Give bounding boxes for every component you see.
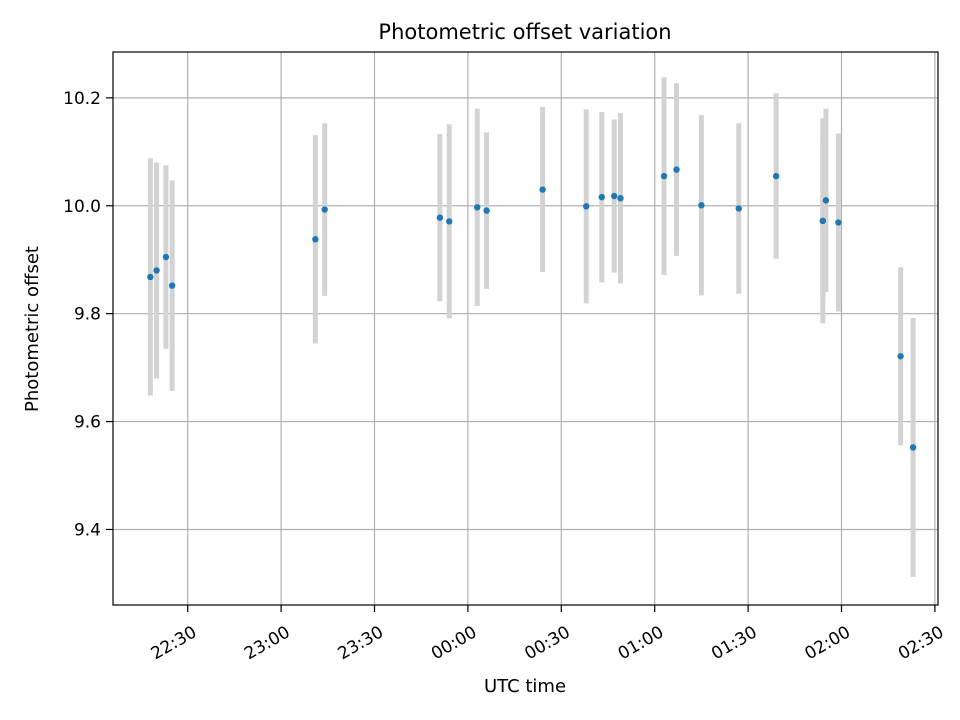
y-tick-label: 10.0 <box>63 197 101 217</box>
data-point <box>611 192 618 200</box>
data-point <box>822 197 830 204</box>
data-point <box>436 214 444 221</box>
y-axis-label: Photometric offset <box>22 246 43 412</box>
data-point <box>446 218 453 225</box>
data-point <box>147 273 154 281</box>
data-point <box>312 236 319 243</box>
data-point <box>598 193 605 201</box>
y-tick-label: 9.6 <box>74 413 101 433</box>
data-point <box>909 444 917 451</box>
data-point <box>153 267 160 274</box>
data-point <box>474 204 481 211</box>
chart-title: Photometric offset variation <box>378 20 671 44</box>
y-tick-label: 9.4 <box>74 520 101 540</box>
data-points <box>147 166 917 451</box>
y-tick-label: 10.2 <box>63 89 101 109</box>
data-point <box>698 202 705 209</box>
data-point <box>539 186 546 193</box>
data-point <box>660 172 668 180</box>
data-point <box>321 206 328 213</box>
data-point <box>162 253 170 261</box>
plot-frame <box>112 51 939 606</box>
data-point <box>583 203 590 210</box>
data-point <box>617 195 624 202</box>
data-point <box>835 219 842 226</box>
data-point <box>772 172 780 180</box>
data-point <box>168 282 176 289</box>
data-point <box>735 205 742 212</box>
data-point <box>897 353 904 360</box>
data-point <box>819 217 827 225</box>
x-axis-label: UTC time <box>484 676 566 697</box>
data-point <box>673 166 680 173</box>
grid <box>113 52 938 605</box>
data-point <box>483 207 490 214</box>
y-tick-label: 9.8 <box>74 305 101 325</box>
